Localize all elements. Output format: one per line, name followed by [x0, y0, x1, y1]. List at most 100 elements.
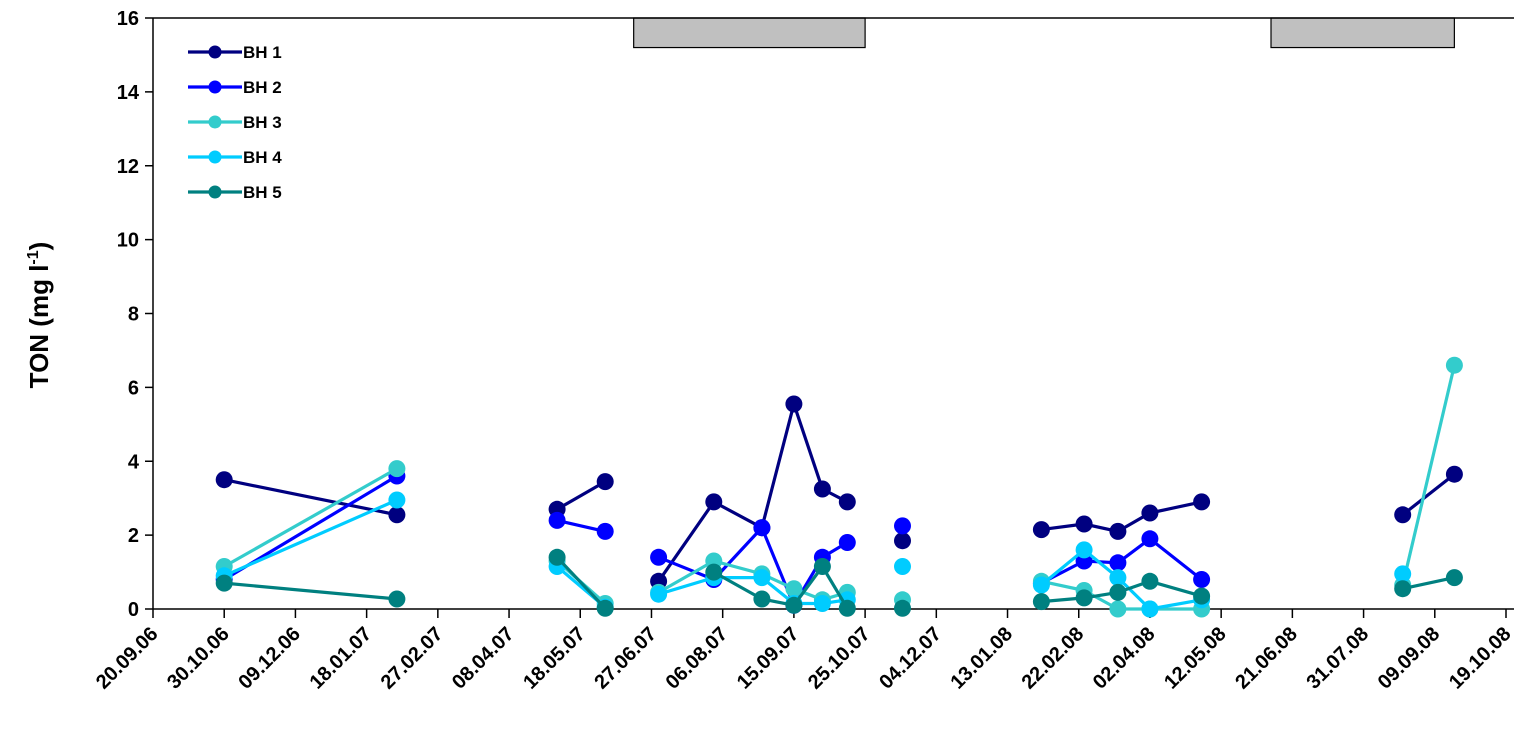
legend: BH 1 BH 2 BH 3 BH 4 BH 5 [188, 43, 282, 202]
series-line [223, 498, 398, 578]
data-point [785, 596, 803, 614]
data-point [894, 532, 911, 550]
series-line [223, 467, 398, 568]
data-point [596, 599, 614, 617]
legend-label: BH 5 [243, 183, 282, 202]
legend-label: BH 4 [243, 148, 282, 167]
data-point [215, 471, 233, 489]
x-tick-label: 06.08.07 [662, 623, 733, 694]
data-point [753, 569, 771, 587]
legend-label: BH 1 [243, 43, 282, 62]
legend-marker [208, 185, 222, 199]
data-point [548, 511, 566, 529]
x-tick-label: 09.09.08 [1374, 623, 1445, 694]
data-point [1109, 569, 1127, 587]
series-5 [215, 548, 1463, 617]
y-tick-labels: 0 2 4 6 8 10 12 14 16 [117, 8, 140, 621]
data-point [838, 599, 856, 617]
x-tick-label: 04.12.07 [875, 623, 946, 694]
series-1 [215, 395, 1463, 590]
x-tick-label: 30.10.06 [163, 623, 234, 694]
data-point [894, 599, 911, 617]
data-point [215, 574, 233, 592]
x-tick-label: 12.05.08 [1160, 623, 1231, 694]
data-point [838, 493, 856, 511]
x-tick-label: 19.10.08 [1445, 623, 1516, 694]
data-point [785, 395, 803, 413]
y-tick-label: 2 [128, 525, 139, 547]
y-axis-title-end: ) [24, 242, 54, 251]
data-point [1032, 593, 1050, 611]
legend-label: BH 2 [243, 78, 282, 97]
series-line [555, 556, 607, 610]
shaded-period-1 [633, 17, 866, 49]
series-line [1401, 472, 1456, 517]
y-axis-title-superscript: -1 [25, 250, 42, 264]
series-line [556, 480, 606, 511]
legend-label: BH 3 [243, 113, 282, 132]
data-point [1141, 572, 1159, 590]
data-point [596, 473, 614, 491]
x-tick-label: 18.01.07 [306, 623, 377, 694]
x-tick-label: 02.04.08 [1089, 623, 1160, 694]
x-tick-label: 21.06.08 [1231, 623, 1302, 694]
data-point [753, 519, 771, 537]
legend-marker [208, 45, 222, 59]
y-tick-label: 12 [117, 156, 139, 178]
legend-marker [208, 150, 222, 164]
y-axis-title: TON (mg l-1) [24, 242, 54, 389]
data-point [596, 522, 614, 540]
y-tick-label: 8 [128, 304, 139, 326]
data-point [1075, 589, 1093, 607]
series-line [224, 581, 398, 601]
data-point [894, 558, 911, 575]
data-point [813, 558, 831, 575]
x-tick-label: 20.09.06 [92, 623, 163, 694]
y-tick-label: 6 [128, 377, 139, 399]
data-point [705, 493, 723, 511]
data-point [1032, 576, 1050, 594]
y-axis-title-main: TON (mg l [24, 265, 54, 389]
data-point [1075, 541, 1093, 559]
data-point [650, 548, 668, 566]
legend-item-5: BH 5 [188, 183, 282, 202]
data-point [705, 563, 723, 581]
data-point [813, 480, 831, 498]
data-point [388, 590, 406, 608]
data-point [1193, 571, 1211, 588]
data-point [785, 580, 803, 598]
y-tick-label: 16 [117, 8, 139, 30]
series-line [1401, 364, 1456, 586]
legend-marker [208, 115, 222, 129]
data-point [894, 517, 911, 535]
data-point [1394, 565, 1412, 583]
data-point [838, 534, 856, 551]
shaded-periods [633, 17, 1455, 49]
series [215, 356, 1463, 618]
data-point [1141, 600, 1159, 618]
axes [145, 17, 1514, 618]
x-tick-label: 15.09.07 [733, 623, 804, 694]
data-point [1445, 356, 1463, 374]
data-point [1075, 515, 1093, 533]
x-tick-labels: 20.09.06 30.10.06 09.12.06 18.01.07 27.02.07… [92, 623, 1516, 694]
data-point [388, 506, 406, 524]
legend-item-2: BH 2 [188, 78, 282, 97]
data-point [1394, 506, 1412, 524]
data-point [1109, 522, 1127, 540]
y-tick-label: 10 [117, 230, 139, 252]
data-point [1109, 600, 1127, 618]
data-point [650, 585, 668, 603]
shaded-period-2 [1270, 17, 1455, 49]
y-tick-label: 14 [117, 82, 140, 104]
data-point [388, 460, 406, 478]
data-point [1445, 569, 1463, 587]
data-point [1109, 583, 1127, 601]
data-point [1032, 521, 1050, 539]
x-tick-label: 27.02.07 [377, 623, 448, 694]
series-line [223, 478, 398, 517]
data-point [1193, 587, 1211, 605]
data-point [813, 595, 831, 612]
data-point [548, 548, 566, 566]
legend-item-1: BH 1 [188, 43, 282, 62]
